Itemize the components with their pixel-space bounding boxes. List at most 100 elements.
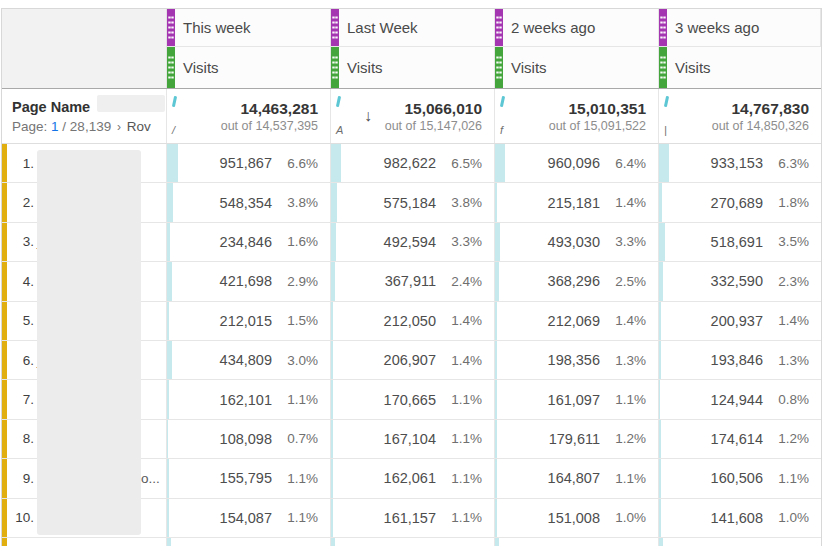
truncated-glyph: A: [336, 124, 343, 136]
data-cell: 332,590 2.3%: [659, 262, 821, 301]
cell-percent: 6.5%: [436, 156, 482, 171]
cell-value: 575,184: [384, 195, 436, 211]
percent-bar: [659, 144, 669, 182]
cell-percent: 1.6%: [272, 234, 318, 249]
percent-bar: [331, 538, 335, 546]
percent-bar: [167, 380, 169, 418]
data-cell: 270,689 1.8%: [659, 183, 821, 222]
column-header[interactable]: Last Week: [331, 9, 495, 47]
sort-descending-icon[interactable]: ↓: [364, 107, 372, 125]
metric-header[interactable]: Visits: [167, 47, 331, 88]
rows-control-truncated[interactable]: Rov: [127, 119, 151, 134]
metric-header[interactable]: Visits: [331, 47, 495, 88]
cell-value: 161,097: [548, 392, 600, 408]
metric-header[interactable]: Visits: [495, 47, 659, 88]
data-cell: 167,104 1.1%: [331, 420, 495, 459]
data-cell: 151,008 1.0%: [495, 499, 659, 538]
cell-percent: 1.5%: [272, 313, 318, 328]
row-number: 7.: [11, 392, 34, 407]
percent-bar: [331, 262, 335, 300]
data-cell: 982,622 6.5%: [331, 144, 495, 183]
data-cell: 493,030 3.3%: [495, 223, 659, 262]
cell-percent: 2.4%: [436, 274, 482, 289]
cell-percent: 1.1%: [600, 471, 646, 486]
cell-value: 167,104: [384, 431, 436, 447]
percent-bar: [331, 183, 337, 221]
cell-value: 161,157: [384, 510, 436, 526]
cell-percent: 3.5%: [763, 234, 809, 249]
cell-percent: 3.3%: [600, 234, 646, 249]
dimension-drag-handle-icon[interactable]: [167, 9, 175, 46]
cell-value: 332,590: [711, 273, 763, 289]
cell-value: 162,101: [220, 392, 272, 408]
percent-bar: [167, 538, 171, 546]
percent-bar: [331, 499, 333, 537]
cell-percent: 1.1%: [436, 431, 482, 446]
percent-bar: [659, 223, 665, 261]
percent-bar: [167, 223, 170, 261]
dimension-drag-handle-icon[interactable]: [495, 9, 503, 46]
metric-drag-handle-icon[interactable]: [331, 47, 339, 88]
column-header[interactable]: 3 weeks ago: [659, 9, 821, 47]
percent-bar: [331, 420, 333, 458]
cell-percent: 1.1%: [436, 471, 482, 486]
cell-percent: 2.9%: [272, 274, 318, 289]
cell-percent: 1.1%: [600, 392, 646, 407]
column-header[interactable]: This week: [167, 9, 331, 47]
data-cell: 124,944 0.8%: [659, 380, 821, 419]
cell-percent: 3.8%: [272, 195, 318, 210]
percent-bar: [167, 183, 173, 221]
truncated-glyph: |: [664, 124, 667, 136]
column-header[interactable]: 2 weeks ago: [495, 9, 659, 47]
current-page-input[interactable]: 1: [51, 119, 59, 134]
sparkline-tick-icon: [336, 96, 341, 107]
cell-percent: 1.1%: [763, 471, 809, 486]
data-cell: 193,846 1.3%: [659, 341, 821, 380]
percent-bar: [167, 262, 172, 300]
data-cell: 162,061 1.1%: [331, 459, 495, 498]
dimension-drag-handle-icon[interactable]: [659, 9, 667, 46]
percent-bar: [495, 341, 497, 379]
total-out-of: out of 15,091,522: [549, 118, 646, 134]
percent-bar: [495, 302, 497, 340]
cell-value: 198,356: [548, 352, 600, 368]
metric-drag-handle-icon[interactable]: [167, 47, 175, 88]
metric-header[interactable]: Visits: [659, 47, 821, 88]
percent-bar: [167, 302, 169, 340]
cell-value: 215,181: [548, 195, 600, 211]
metric-drag-handle-icon[interactable]: [495, 47, 503, 88]
chevron-right-icon[interactable]: ›: [115, 120, 123, 134]
percent-bar: [331, 302, 333, 340]
row-label-cell[interactable]: [2, 538, 167, 546]
percent-bar: [495, 380, 497, 418]
dimension-drag-handle-icon[interactable]: [331, 9, 339, 46]
data-cell: 518,691 3.5%: [659, 223, 821, 262]
cell-percent: 3.3%: [436, 234, 482, 249]
percent-bar: [331, 223, 336, 261]
sparkline-tick-icon: [664, 96, 669, 107]
total-cell: | ↓ 14,767,830 out of 14,850,326: [659, 89, 821, 143]
percent-bar: [167, 341, 172, 379]
data-cell: 212,015 1.5%: [167, 302, 331, 341]
percent-bar: [495, 420, 497, 458]
cell-percent: 1.0%: [600, 510, 646, 525]
row-number: 1.: [11, 156, 34, 171]
percent-bar: [659, 183, 662, 221]
total-value: 15,066,010: [404, 99, 482, 118]
total-out-of: out of 14,850,326: [712, 118, 809, 134]
percent-bar: [495, 459, 497, 497]
cell-percent: 2.3%: [763, 274, 809, 289]
total-pages: 28,139: [70, 119, 111, 134]
cell-percent: 0.8%: [763, 392, 809, 407]
percent-bar: [495, 144, 505, 182]
total-cell: A ↓ 15,066,010 out of 15,147,026: [331, 89, 495, 143]
metric-label: Visits: [511, 59, 547, 76]
total-cell: / ↓ 14,463,281 out of 14,537,395: [167, 89, 331, 143]
total-value: 14,463,281: [240, 99, 318, 118]
cell-percent: 3.8%: [436, 195, 482, 210]
metric-drag-handle-icon[interactable]: [659, 47, 667, 88]
cell-percent: 1.2%: [763, 431, 809, 446]
data-cell: 154,087 1.1%: [167, 499, 331, 538]
redaction-overlay-rows: [37, 150, 141, 535]
cell-percent: 6.3%: [763, 156, 809, 171]
